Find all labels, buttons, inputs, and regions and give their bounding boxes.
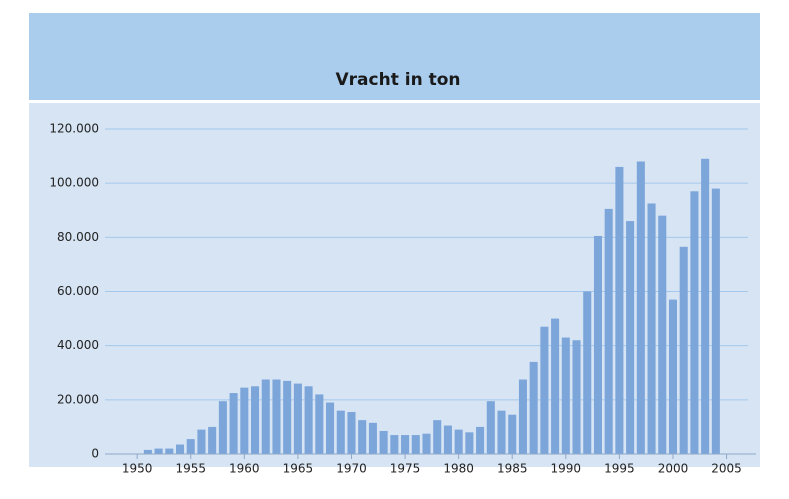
x-tick-label: 1990: [551, 462, 582, 476]
y-tick-label: 0: [91, 447, 99, 461]
bar: [390, 435, 399, 454]
bar: [165, 448, 174, 454]
x-tick-label: 1960: [229, 462, 260, 476]
bar: [476, 426, 485, 454]
x-tick-label: 1995: [604, 462, 635, 476]
x-tick-label: 1985: [497, 462, 528, 476]
bar: [551, 318, 560, 454]
bar: [422, 433, 431, 454]
bar: [486, 401, 495, 454]
bar: [668, 299, 678, 454]
bar: [401, 435, 410, 454]
bar: [615, 166, 624, 454]
bar: [529, 361, 538, 454]
x-tick-label: 1955: [175, 462, 206, 476]
bar: [583, 291, 592, 454]
bar: [358, 420, 367, 454]
y-tick-label: 60.000: [57, 284, 99, 298]
bar: [711, 188, 720, 455]
y-tick-label: 40.000: [57, 338, 99, 352]
bar: [208, 426, 217, 454]
bar: [175, 444, 185, 454]
x-tick-label: 1975: [390, 462, 421, 476]
bar: [636, 161, 645, 454]
bar: [293, 383, 302, 454]
chart-title: Vracht in ton: [336, 70, 461, 90]
separator: [29, 100, 760, 103]
x-tick-label: 1965: [283, 462, 314, 476]
bar: [240, 387, 249, 454]
bar: [229, 393, 238, 454]
x-tick-label: 2005: [711, 462, 742, 476]
bar: [701, 158, 710, 454]
bar: [679, 246, 688, 454]
bar: [561, 337, 570, 454]
bar: [572, 340, 581, 454]
bar: [540, 326, 549, 454]
y-tick-label: 120.000: [49, 122, 99, 136]
bar: [626, 221, 635, 454]
bar: [433, 420, 442, 454]
bar: [465, 432, 474, 454]
bar: [154, 448, 163, 454]
bar: [143, 449, 152, 454]
bar: [251, 386, 260, 454]
bar: [347, 412, 356, 454]
x-tick-label: 2000: [658, 462, 689, 476]
bar: [272, 379, 281, 454]
bar: [336, 410, 345, 454]
bar: [379, 430, 388, 454]
bar: [197, 429, 206, 454]
bar: [304, 386, 313, 454]
bar: [690, 191, 699, 454]
bar: [454, 429, 463, 454]
bar: [497, 410, 506, 454]
bar: [443, 425, 452, 454]
bar: [593, 235, 602, 454]
bar: [218, 401, 227, 454]
bar: [411, 435, 420, 454]
bar: [518, 379, 527, 454]
bar: [508, 414, 517, 454]
y-tick-label: 20.000: [57, 392, 99, 406]
bar: [658, 215, 667, 454]
bar: [283, 380, 292, 454]
header: [29, 13, 760, 100]
bar: [604, 208, 613, 454]
x-tick-label: 1980: [443, 462, 474, 476]
bar: [261, 379, 270, 454]
y-tick-label: 80.000: [57, 230, 99, 244]
x-tick-label: 1950: [122, 462, 153, 476]
bar: [647, 203, 656, 454]
y-tick-label: 100.000: [49, 176, 99, 190]
x-tick-label: 1970: [336, 462, 367, 476]
bar: [186, 439, 195, 454]
bar: [368, 422, 377, 454]
bar: [315, 394, 324, 454]
bar: [326, 402, 335, 454]
